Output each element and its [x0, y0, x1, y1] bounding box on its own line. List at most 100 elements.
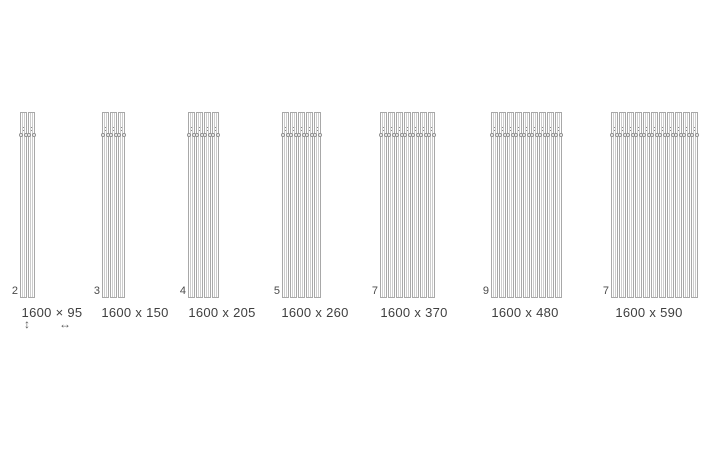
connection-circle [506, 133, 510, 137]
tube-dot [622, 127, 623, 128]
tube-dot [614, 130, 615, 131]
connection-circle [514, 133, 518, 137]
connection-circle [666, 133, 670, 137]
connection-circle [559, 133, 563, 137]
tube-count-number: 2 [11, 285, 18, 297]
tube-dot [285, 130, 286, 131]
tube [419, 112, 428, 298]
connection-circle [32, 133, 36, 137]
tube-dot [293, 130, 294, 131]
connection-circle [281, 133, 285, 137]
tube-dot [215, 130, 216, 131]
tube-dot [494, 127, 495, 128]
tube [203, 112, 212, 298]
tube [506, 112, 515, 298]
tube-dot [502, 127, 503, 128]
tube [27, 112, 36, 298]
tube [682, 112, 691, 298]
connection-circle [216, 133, 220, 137]
connection-circle [690, 133, 694, 137]
radiator-drawing [379, 112, 436, 298]
tube-dot [502, 130, 503, 131]
tube-dot [415, 130, 416, 131]
tube-dot [391, 130, 392, 131]
tube-dot [399, 130, 400, 131]
tube [313, 112, 322, 298]
connection-circle [626, 133, 630, 137]
tube [117, 112, 126, 298]
tube [305, 112, 314, 298]
tube-dot [31, 130, 32, 131]
tube [109, 112, 118, 298]
tube-dot [654, 127, 655, 128]
tube-dot [494, 130, 495, 131]
tube [530, 112, 539, 298]
tube [387, 112, 396, 298]
connection-circle [305, 133, 309, 137]
tube [610, 112, 619, 298]
radiator-drawing [19, 112, 36, 298]
size-label: 1600 × 95 [21, 305, 83, 320]
tube-dot [215, 127, 216, 128]
tube [411, 112, 420, 298]
connection-circle [522, 133, 526, 137]
tube-dot [199, 130, 200, 131]
tube-dot [542, 127, 543, 128]
tube-dot [423, 130, 424, 131]
tube-dot [646, 127, 647, 128]
size-label: 1600 x 590 [615, 305, 683, 320]
tube-dot [317, 127, 318, 128]
connection-circle [498, 133, 502, 137]
connection-circle [297, 133, 301, 137]
connection-circle [650, 133, 654, 137]
tube [634, 112, 643, 298]
tube [674, 112, 683, 298]
tube [666, 112, 675, 298]
connection-circle [318, 133, 322, 137]
connection-circle [101, 133, 105, 137]
tube [195, 112, 204, 298]
connection-circle [195, 133, 199, 137]
tube-dot [534, 127, 535, 128]
tube [101, 112, 110, 298]
tube-dot [526, 127, 527, 128]
tube [618, 112, 627, 298]
radiator-drawing [101, 112, 126, 298]
connection-circle [432, 133, 436, 137]
radiator-drawing [610, 112, 699, 298]
tube [395, 112, 404, 298]
connection-circle [546, 133, 550, 137]
connection-circle [634, 133, 638, 137]
connection-circle [19, 133, 23, 137]
tube-dot [630, 127, 631, 128]
tube [289, 112, 298, 298]
tube-dot [638, 130, 639, 131]
tube [211, 112, 220, 298]
tube-dot [614, 127, 615, 128]
connection-circle [674, 133, 678, 137]
connection-circle [289, 133, 293, 137]
tube-dot [121, 130, 122, 131]
tube [297, 112, 306, 298]
tube [522, 112, 531, 298]
size-label: 1600 x 150 [101, 305, 169, 320]
tube-dot [662, 127, 663, 128]
tube-dot [23, 130, 24, 131]
tube-dot [686, 130, 687, 131]
tube-count-number: 3 [93, 285, 100, 297]
connection-circle [313, 133, 317, 137]
connection-circle [403, 133, 407, 137]
tube [538, 112, 547, 298]
tube-dot [638, 127, 639, 128]
connection-circle [682, 133, 686, 137]
tube-dot [686, 127, 687, 128]
tube [490, 112, 499, 298]
connection-circle [538, 133, 542, 137]
tube-dot [694, 127, 695, 128]
connection-circle [203, 133, 207, 137]
connection-circle [658, 133, 662, 137]
tube-dot [407, 127, 408, 128]
connection-circle [387, 133, 391, 137]
tube-dot [550, 130, 551, 131]
